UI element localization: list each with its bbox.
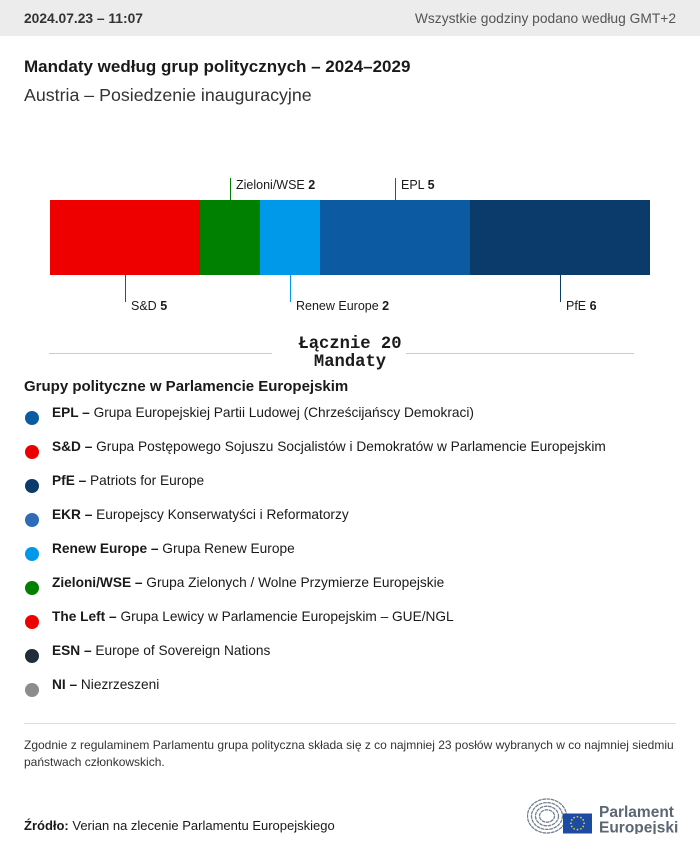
svg-text:Parlament: Parlament [599,804,674,821]
svg-text:Europejski: Europejski [599,820,678,835]
